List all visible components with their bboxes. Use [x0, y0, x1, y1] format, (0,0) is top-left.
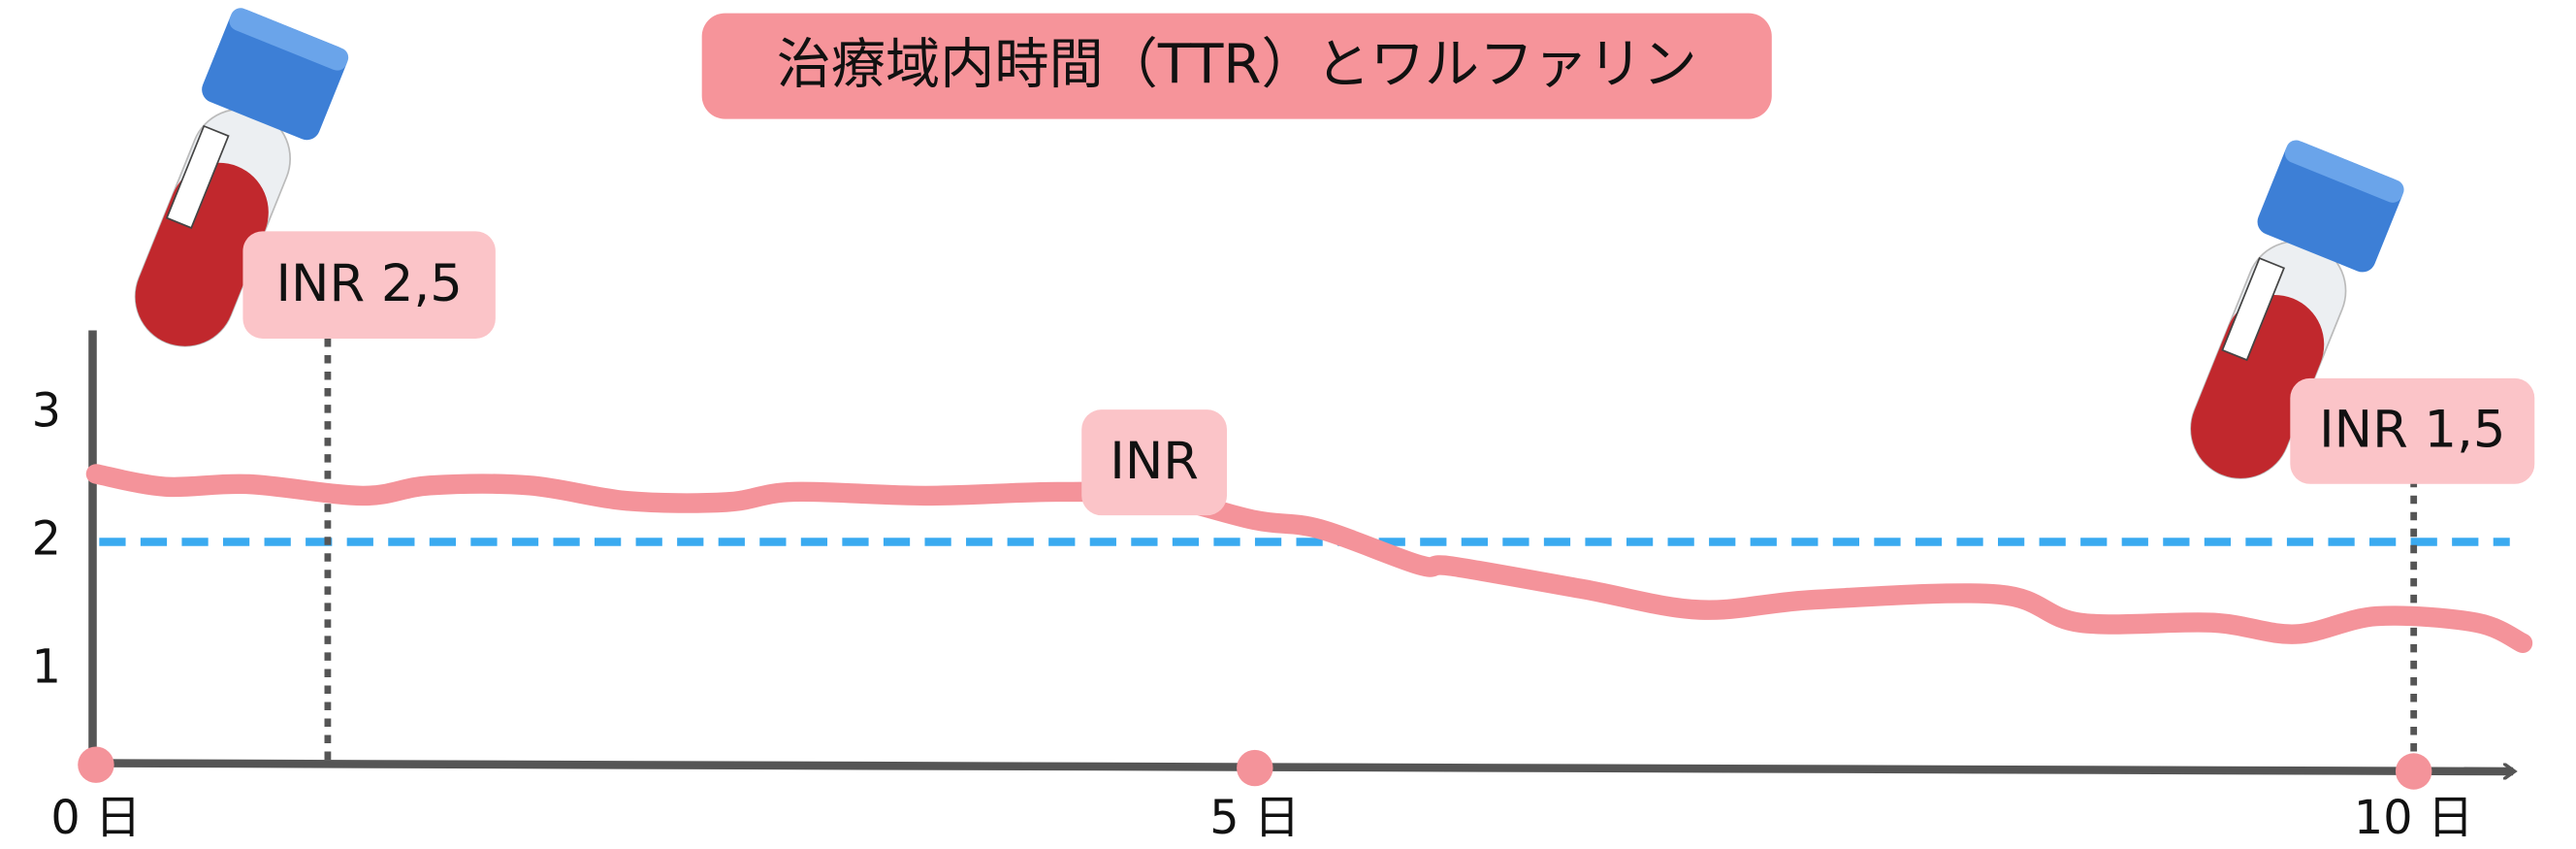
- y-tick-label: 3: [32, 384, 61, 438]
- x-tick-label: 0 日: [50, 792, 141, 845]
- inr-line: [85, 464, 2533, 654]
- y-tick-label: 1: [32, 641, 61, 695]
- test-tube-icon: [134, 8, 349, 347]
- annotation-label: INR 2,5: [275, 254, 462, 313]
- x-tick-dot: [78, 746, 114, 783]
- annotation-label-box: [242, 231, 496, 339]
- test-tube-icon: [2190, 140, 2404, 479]
- x-tick-label: 10 日: [2354, 792, 2473, 845]
- x-tick-label: 5 日: [1209, 792, 1300, 845]
- title-box: [701, 13, 1772, 119]
- annotation-label: INR 1,5: [2319, 401, 2505, 460]
- annotation-label-box: [2290, 377, 2535, 484]
- y-tick-label: 2: [32, 512, 61, 566]
- series-label-box: [1081, 409, 1228, 516]
- series-label: INR: [1110, 432, 1199, 491]
- x-tick-dot: [1237, 749, 1273, 787]
- x-axis: [92, 759, 2514, 771]
- chart-title: 治療域内時間（TTR）とワルファリン: [777, 33, 1697, 96]
- x-tick-dot: [2395, 753, 2432, 790]
